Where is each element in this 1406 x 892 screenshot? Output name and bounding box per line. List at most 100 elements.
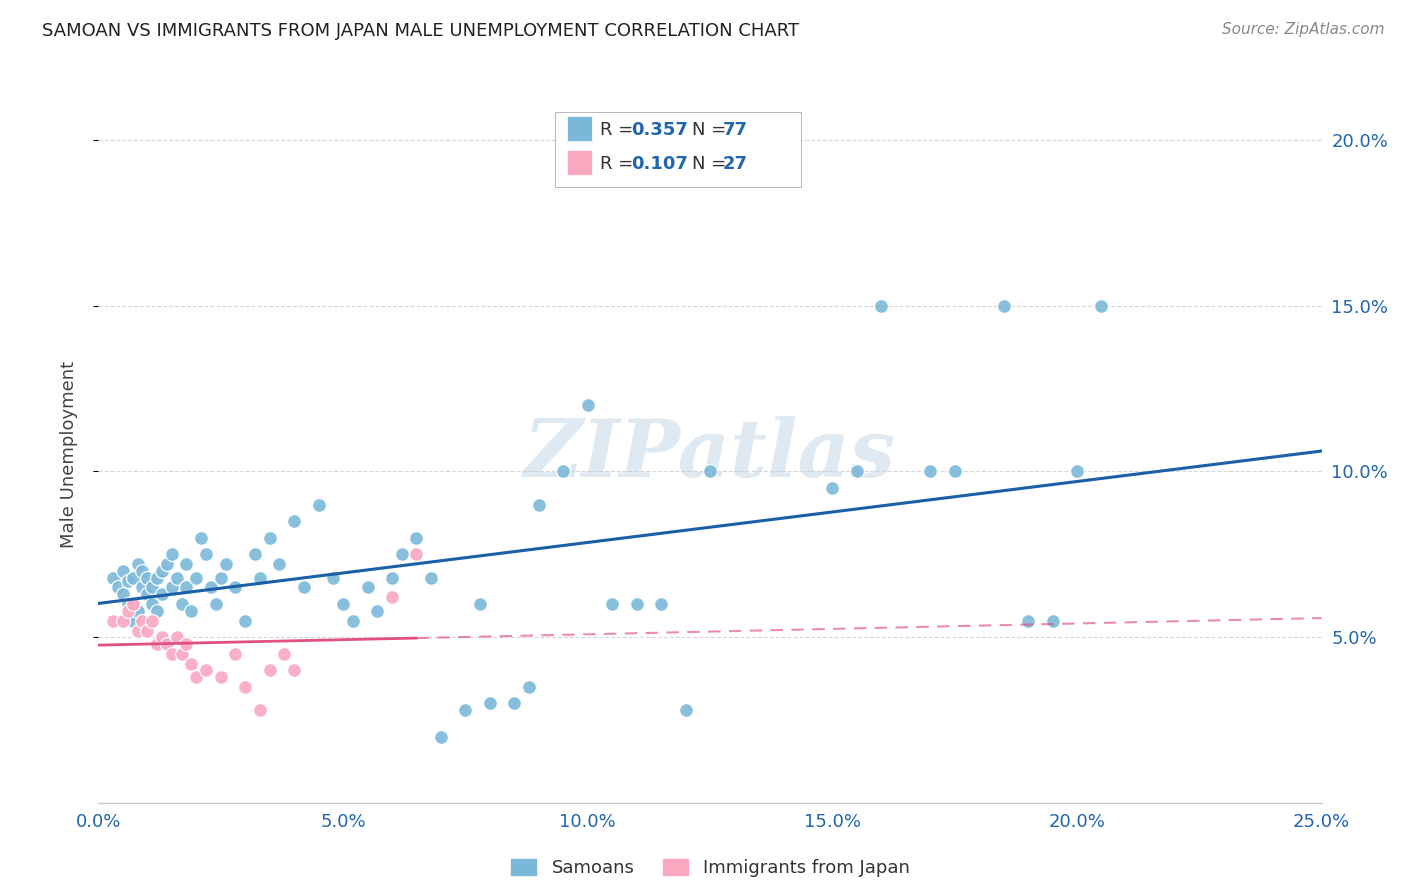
Text: SAMOAN VS IMMIGRANTS FROM JAPAN MALE UNEMPLOYMENT CORRELATION CHART: SAMOAN VS IMMIGRANTS FROM JAPAN MALE UNE… [42,22,799,40]
Point [200,581,222,595]
Text: ZIPatlas: ZIPatlas [524,417,896,493]
Point [1042,614,1064,628]
Text: R =: R = [600,121,640,139]
Point [190,531,212,545]
Point [141,581,163,595]
Point [224,581,246,595]
Point [478,697,501,711]
Point [273,647,295,661]
Point [176,637,198,651]
Point [170,597,193,611]
Point [117,574,139,588]
Point [146,637,169,651]
Point [391,547,413,561]
Point [420,570,443,584]
Point [146,570,169,584]
Point [150,587,173,601]
Point [342,614,364,628]
Point [160,581,183,595]
Point [468,597,491,611]
Point [870,299,893,313]
Point [249,570,271,584]
Point [121,597,143,611]
Point [308,498,330,512]
Point [699,465,721,479]
Point [176,581,198,595]
Point [821,481,844,495]
Point [195,663,218,677]
Point [600,597,623,611]
Point [283,663,305,677]
Text: N =: N = [692,121,731,139]
Point [845,465,868,479]
Point [233,680,256,694]
Point [160,547,183,561]
Point [249,703,271,717]
Point [381,570,404,584]
Text: 5.0%: 5.0% [321,813,366,830]
Point [131,564,153,578]
Point [454,703,477,717]
Point [224,647,246,661]
Point [166,570,188,584]
Point [160,647,183,661]
Point [1017,614,1039,628]
Point [111,587,134,601]
Point [650,597,672,611]
Point [1066,465,1088,479]
Point [243,547,266,561]
Point [356,581,378,595]
Point [101,570,124,584]
Point [292,581,315,595]
Point [430,730,453,744]
Point [127,624,149,638]
Point [259,663,281,677]
Point [943,465,966,479]
Point [107,581,129,595]
Point [131,581,153,595]
Point [209,570,232,584]
Point [156,637,179,651]
Point [117,597,139,611]
Point [332,597,354,611]
Y-axis label: Male Unemployment: Male Unemployment [59,361,77,549]
Point [503,697,526,711]
Point [283,514,305,528]
Point [186,670,208,684]
Point [405,531,427,545]
Text: 27: 27 [723,155,748,173]
Text: 20.0%: 20.0% [1049,813,1105,830]
Text: 10.0%: 10.0% [560,813,616,830]
Point [553,465,575,479]
Point [626,597,648,611]
Point [150,564,173,578]
Point [269,558,291,572]
Point [186,570,208,584]
Point [993,299,1015,313]
Point [141,614,163,628]
Point [131,614,153,628]
Point [180,657,202,671]
Point [920,465,942,479]
Point [146,604,169,618]
Point [127,604,149,618]
Legend: Samoans, Immigrants from Japan: Samoans, Immigrants from Japan [503,850,917,884]
Point [136,587,159,601]
Point [259,531,281,545]
Point [205,597,228,611]
Point [366,604,388,618]
Point [121,614,143,628]
Text: Source: ZipAtlas.com: Source: ZipAtlas.com [1222,22,1385,37]
Text: 0.107: 0.107 [631,155,688,173]
Point [136,624,159,638]
Point [381,591,404,605]
Point [195,547,218,561]
Point [233,614,256,628]
Point [405,547,427,561]
Point [576,398,599,412]
Text: 0.357: 0.357 [631,121,688,139]
Point [150,630,173,644]
Point [121,570,143,584]
Point [111,564,134,578]
Text: 0.0%: 0.0% [76,813,121,830]
